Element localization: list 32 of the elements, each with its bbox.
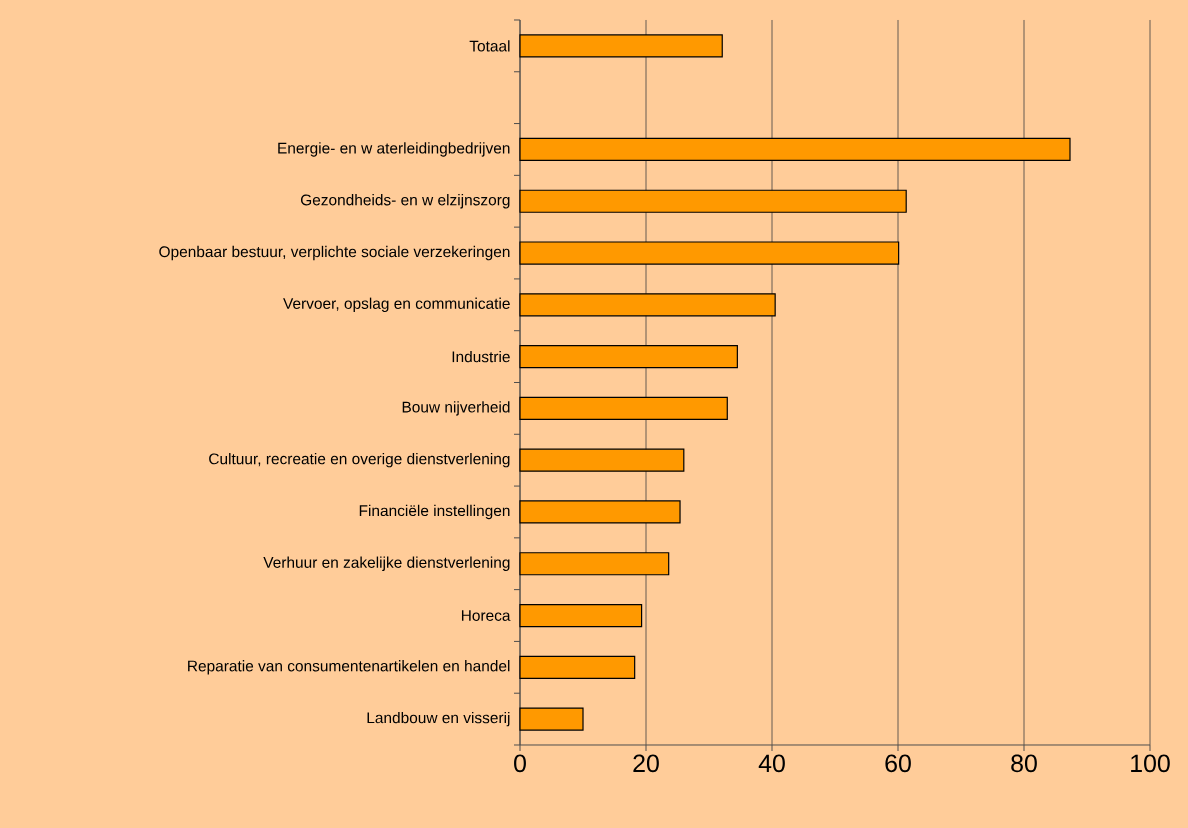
bar: [519, 189, 907, 213]
bar: [519, 396, 728, 420]
y-tick-label: Reparatie van consumentenartikelen en handel: [188, 660, 510, 675]
bar: [519, 655, 636, 679]
y-tick-label: Verhuur en zakelijke dienstverlening: [263, 556, 510, 571]
y-tick-label: Financiële instellingen: [359, 504, 510, 520]
y-tick-label: Cultuur, recreatie en overige dienstverlening: [209, 452, 510, 468]
y-tick-label: Horeca: [461, 610, 511, 621]
y-tick-label: Energie- en w aterleidingbedrijven: [278, 142, 510, 157]
x-tick-label: 0: [514, 754, 526, 773]
y-tick-label: Bouw nijverheid: [402, 401, 510, 416]
y-tick-label: Gezondheids- en w elzijnszorg: [300, 194, 510, 209]
x-tick-label: 100: [1131, 754, 1170, 773]
y-tick-label: Totaal: [469, 40, 510, 52]
x-tick-label: 20: [633, 754, 659, 773]
bar: [519, 707, 584, 731]
bar: [519, 241, 900, 265]
x-tick-label: 60: [885, 754, 911, 773]
bar: [519, 552, 670, 576]
y-tick-label: Openbaar bestuur, verplichte sociale verzekeringen: [159, 245, 510, 261]
bar: [519, 500, 681, 524]
bar: [519, 603, 643, 628]
bar: [519, 448, 685, 472]
bar: [519, 137, 1071, 162]
bar: [519, 345, 738, 369]
y-tick-label: Vervoer, opslag en communicatie: [283, 297, 510, 313]
y-tick-label: Landbouw en visserij: [367, 711, 510, 727]
x-tick-label: 80: [1011, 754, 1037, 773]
bar: [519, 34, 723, 58]
y-tick-label: Industrie: [452, 350, 510, 363]
x-tick-label: 40: [758, 754, 785, 773]
bar: [519, 293, 776, 317]
